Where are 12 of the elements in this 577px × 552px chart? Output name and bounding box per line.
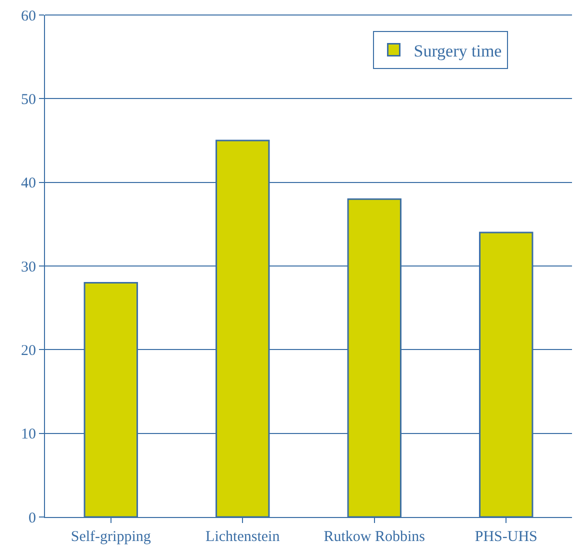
y-tick-label: 30 <box>21 259 36 276</box>
x-tick-label: Self-gripping <box>70 529 152 545</box>
y-tick-label: 40 <box>21 176 36 192</box>
legend-label: Surgery time <box>414 41 502 60</box>
y-tick-label: 50 <box>21 92 36 108</box>
y-tick-label: 0 <box>28 510 36 526</box>
x-tick-label: Rutkow Robbins <box>324 529 426 545</box>
y-tick-label: 20 <box>21 342 36 359</box>
y-tick-label: 10 <box>21 426 36 443</box>
y-tick-label: 60 <box>21 8 36 24</box>
x-tick-label: Lichtenstein <box>206 529 280 545</box>
x-tick-label: PHS-UHS <box>474 529 538 545</box>
